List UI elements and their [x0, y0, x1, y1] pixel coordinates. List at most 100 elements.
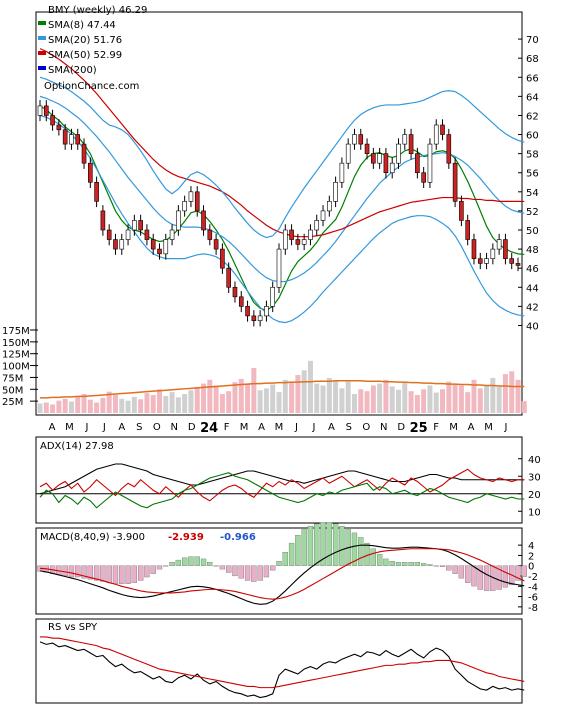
candle [477, 258, 483, 264]
candle [377, 153, 382, 164]
volume-bar [484, 385, 490, 413]
candle [220, 248, 225, 269]
macd-histogram-bar [402, 562, 408, 566]
volume-bar [138, 399, 144, 413]
price-tick-label: 64 [526, 92, 539, 103]
macd-histogram-bar [238, 565, 244, 579]
adx-series-line [39, 463, 525, 495]
x-tick-label: N [170, 422, 177, 433]
volume-bar [521, 401, 527, 413]
x-tick-label: F [433, 422, 439, 433]
volume-bar [351, 394, 357, 413]
candle [364, 143, 370, 154]
volume-bar [490, 377, 496, 413]
volume-bar [169, 392, 175, 413]
macd-histogram-bar [219, 565, 226, 570]
x-tick-label: M [65, 422, 74, 433]
candle [289, 229, 294, 240]
macd-histogram-bar [314, 523, 320, 566]
volume-bar [389, 386, 395, 413]
volume-average-line [40, 379, 525, 399]
rs-series-line [40, 636, 525, 689]
volume-tick-label: 125M [2, 350, 30, 361]
price-tick-label: 48 [526, 245, 539, 256]
macd-histogram-bar [62, 565, 68, 577]
legend-sma50-label: SMA(50) 52.99 [48, 50, 122, 61]
x-tick-label: A [49, 422, 56, 433]
x-tick-label: A [328, 422, 335, 433]
volume-bar [314, 383, 320, 413]
volume-bar [182, 394, 188, 413]
x-tick-label: J [294, 422, 298, 433]
candle [339, 162, 345, 183]
x-tick-label: J [84, 422, 88, 433]
adx-panel-frame [35, 436, 523, 524]
macd-tick-label: 0 [528, 562, 534, 573]
volume-bar [458, 385, 464, 413]
candle [327, 201, 332, 212]
macd-histogram-bar [93, 565, 100, 581]
legend-swatch-sma50 [38, 51, 46, 55]
x-tick-label: O [153, 422, 161, 433]
volume-bar [251, 367, 257, 413]
adx-tick-label: 20 [528, 490, 541, 501]
macd-histogram-bar [175, 559, 182, 566]
volume-bar [175, 397, 181, 413]
series-line-sma-50- [39, 48, 525, 238]
candle [408, 134, 414, 154]
volume-bar [163, 395, 169, 413]
adx-label: ADX(14) 27.98 [40, 441, 114, 452]
macd-histogram-bar [515, 565, 521, 581]
x-tick-label: M [449, 422, 458, 433]
macd-histogram-bar [295, 535, 301, 566]
macd-histogram-bar [200, 558, 207, 566]
macd-histogram-bar [307, 525, 314, 566]
candle [37, 105, 43, 116]
macd-histogram-bar [471, 565, 477, 587]
macd-histogram-bar [376, 554, 383, 566]
macd-histogram-bar [502, 565, 509, 588]
candle [496, 239, 502, 250]
candle [163, 239, 169, 255]
volume-bar [307, 360, 313, 413]
x-tick-label: F [224, 422, 230, 433]
macd-label: MACD(8,40,9) -3.900 [40, 532, 145, 543]
macd-histogram-bar [358, 537, 364, 566]
candle [471, 239, 477, 259]
volume-bar [515, 379, 521, 413]
x-tick-label: S [136, 422, 142, 433]
volume-bar [194, 386, 200, 413]
macd-tick-label: 2 [528, 551, 534, 562]
candle [282, 229, 288, 250]
price-tick-label: 66 [526, 73, 539, 84]
candle [182, 201, 187, 212]
candle [132, 220, 137, 231]
adx-tick-label: 30 [528, 472, 541, 483]
volume-bar [477, 388, 483, 413]
volume-bar [106, 391, 112, 413]
volume-bar [471, 379, 477, 413]
volume-bar [226, 391, 232, 413]
price-layer [37, 48, 525, 327]
candle [333, 181, 338, 202]
candle [352, 134, 357, 145]
candle [194, 191, 200, 212]
volume-bar [326, 377, 332, 413]
volume-bar [188, 390, 194, 413]
macd-histogram-bar [301, 529, 307, 566]
macd-series-line [39, 548, 525, 600]
x-tick-label: A [468, 422, 475, 433]
macd-histogram-bar [395, 562, 402, 566]
series-line-bb-upper [39, 76, 525, 239]
macd-histogram-bar [81, 565, 87, 579]
adx-layer: 10 20 30 40 [36, 455, 541, 518]
macd-histogram-bar [458, 565, 465, 579]
volume-bar [440, 389, 446, 413]
volume-bar [257, 390, 263, 413]
candle [257, 315, 263, 321]
watermark: OptionChance.com [44, 81, 139, 92]
volume-bar [364, 391, 370, 413]
volume-bar [50, 404, 56, 413]
candle [251, 315, 257, 321]
macd-histogram-bar [332, 523, 339, 566]
